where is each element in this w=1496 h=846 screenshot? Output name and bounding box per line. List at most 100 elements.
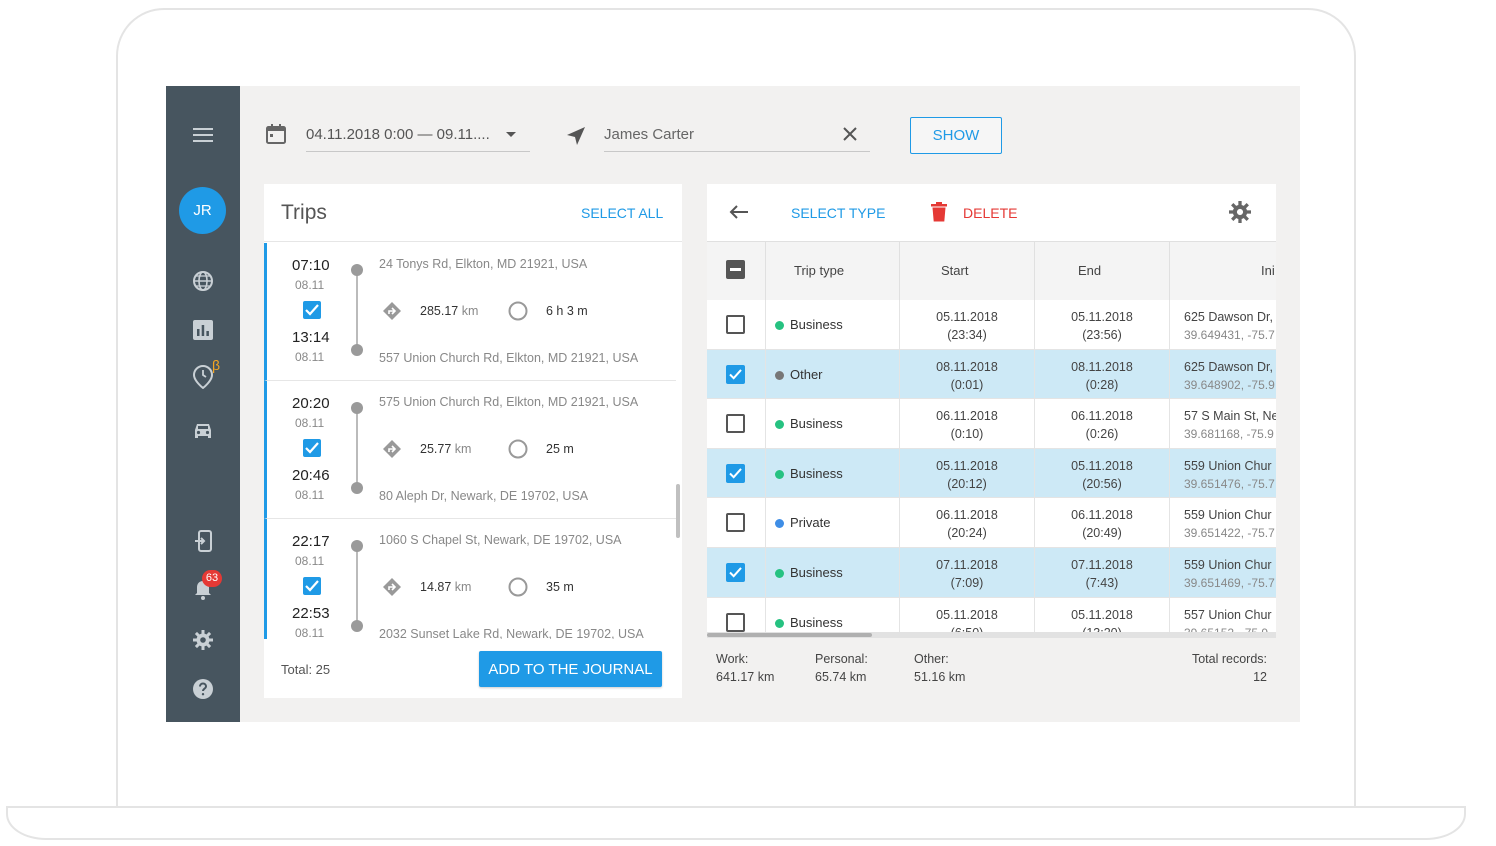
trash-icon[interactable] [931,202,947,227]
cell-divider [899,448,900,498]
trip-from-address: 24 Tonys Rd, Elkton, MD 21921, USA [379,257,588,271]
trip-duration: 6 h 3 m [546,304,588,318]
initial-location-cell: 57 S Main St, Ne 39.681168, -75.9 [1184,409,1276,442]
trip-checkbox[interactable] [303,439,321,457]
trip-checkbox[interactable] [303,577,321,595]
row-checkbox[interactable] [726,315,745,334]
gear-icon[interactable] [166,622,240,658]
app-screen: JR β 63 04.11.2018 0:00 — 09.11.... [166,86,1300,722]
trip-distance: 25.77 km [420,442,472,456]
personal-summary: Personal: 65.74 km [815,652,868,684]
trip-list[interactable]: 07:10 08.11 13:14 08.11 24 Tonys Rd, Elkton,… [264,243,682,639]
add-to-journal-button[interactable]: ADD TO THE JOURNAL [479,651,662,687]
scrollbar[interactable] [676,484,680,538]
column-header-start[interactable]: Start [941,263,969,278]
clock-location-icon[interactable] [166,359,240,395]
avatar[interactable]: JR [179,187,226,234]
table-row[interactable]: Business 07.11.2018 (7:09) 07.11.2018 (7:43)… [707,548,1276,598]
cell-divider [899,349,900,399]
chevron-down-icon[interactable] [506,132,516,137]
route-end-dot [351,620,363,632]
route-icon [382,301,402,326]
delete-button[interactable]: DELETE [963,205,1018,221]
start-cell: 05.11.2018 (20:12) [936,458,998,491]
show-button[interactable]: SHOW [910,117,1002,154]
journal-footer: Work: 641.17 km Personal: 65.74 km Other: 5… [707,638,1276,698]
settings-gear-icon[interactable] [1229,201,1251,228]
row-checkbox[interactable] [726,364,745,384]
route-start-dot [351,264,363,276]
date-range-field[interactable]: 04.11.2018 0:00 — 09.11.... [306,120,530,152]
select-all-checkbox[interactable] [726,260,745,279]
row-checkbox[interactable] [726,414,745,434]
trip-to-address: 2032 Sunset Lake Rd, Newark, DE 19702, U… [379,627,644,639]
back-arrow-icon[interactable] [729,204,749,225]
trip-start-date: 08.11 [295,416,325,430]
close-icon[interactable] [842,126,858,147]
cell-divider [1169,498,1170,547]
cell-divider [899,548,900,597]
row-checkbox[interactable] [726,463,745,483]
device-login-icon[interactable] [166,523,240,559]
scrollbar-thumb[interactable] [707,633,872,637]
trip-card[interactable]: 20:20 08.11 20:46 08.11 575 Union Church Rd,… [264,381,676,519]
calendar-icon[interactable] [266,124,286,149]
car-icon[interactable] [166,413,240,449]
table-row[interactable]: Other 08.11.2018 (0:01) 08.11.2018 (0:28) 625… [707,349,1276,400]
trip-checkbox[interactable] [303,301,321,319]
cell-divider [1034,597,1035,633]
table-row[interactable]: Business 05.11.2018 (20:12) 05.11.2018 (20:5… [707,448,1276,499]
driver-field[interactable]: James Carter [604,120,870,152]
menu-icon[interactable] [166,117,240,153]
end-cell: 06.11.2018 (20:49) [1071,508,1133,541]
trip-start-date: 08.11 [295,554,325,568]
column-header-trip-type[interactable]: Trip type [794,263,845,278]
work-summary: Work: 641.17 km [716,652,775,684]
cell-divider [1169,300,1170,349]
end-cell: 05.11.2018 (20:56) [1071,458,1133,491]
trip-card[interactable]: 07:10 08.11 13:14 08.11 24 Tonys Rd, Elkton,… [264,243,676,381]
trip-type-dot [775,321,784,330]
trip-duration: 25 m [546,442,574,456]
select-type-button[interactable]: SELECT TYPE [791,205,886,221]
help-icon[interactable] [166,671,240,707]
column-header-initial[interactable]: Ini [1261,263,1275,278]
trip-to-address: 80 Aleph Dr, Newark, DE 19702, USA [379,489,589,503]
cell-divider [1034,349,1035,399]
trip-end-time: 20:46 [292,467,330,484]
route-end-dot [351,482,363,494]
initial-location-cell: 625 Dawson Dr, 39.649431, -75.7 [1184,310,1275,342]
row-checkbox[interactable] [726,612,745,632]
initial-location-cell: 559 Union Chur 39.651469, -75.7 [1184,558,1275,590]
table-row[interactable]: Business 05.11.2018 (23:34) 05.11.2018 (23:5… [707,300,1276,350]
trip-end-time: 22:53 [292,605,330,622]
trip-start-time: 07:10 [292,257,330,274]
table-row[interactable]: Business 05.11.2018 (6:50) 05.11.2018 (13:20… [707,597,1276,633]
table-row[interactable]: Business 06.11.2018 (0:10) 06.11.2018 (0:26)… [707,399,1276,449]
row-checkbox[interactable] [726,563,745,582]
globe-icon[interactable] [166,263,240,299]
duration-icon [508,577,528,602]
column-header-end[interactable]: End [1078,263,1102,278]
navigation-arrow-icon [566,126,586,151]
start-cell: 08.11.2018 (0:01) [936,359,998,392]
horizontal-scrollbar[interactable] [707,632,1276,638]
trip-card[interactable]: 22:17 08.11 22:53 08.11 1060 S Chapel St, Ne… [264,519,676,639]
row-checkbox[interactable] [726,513,745,533]
cell-divider [765,399,766,448]
chart-icon[interactable] [166,312,240,348]
trip-distance: 285.17 km [420,304,479,318]
trips-panel: Trips SELECT ALL 07:10 08.11 13:14 08.11 24 … [264,184,682,698]
route-start-dot [351,402,363,414]
cell-divider [899,498,900,547]
laptop-base [6,806,1466,840]
cell-divider [1034,548,1035,597]
select-all-button[interactable]: SELECT ALL [581,205,664,221]
table-row[interactable]: Private 06.11.2018 (20:24) 06.11.2018 (20:49… [707,498,1276,548]
cell-divider [765,597,766,633]
trip-type: Business [790,614,843,630]
route-start-dot [351,540,363,552]
cell-divider [899,597,900,633]
cell-divider [1034,399,1035,448]
trip-type: Business [790,465,843,481]
